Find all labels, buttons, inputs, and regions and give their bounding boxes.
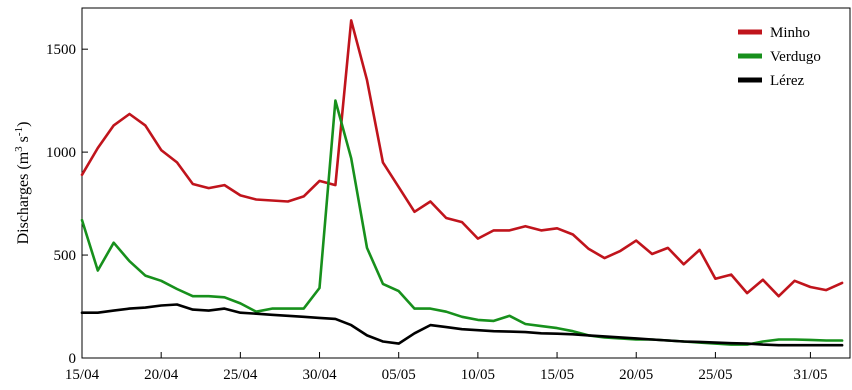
x-tick-label: 20/05 bbox=[619, 367, 653, 383]
x-axis: 15/04 20/04 25/04 30/04 05/05 10/05 15/05 20/05… bbox=[65, 352, 827, 383]
series-line-minho bbox=[80, 19, 844, 298]
x-tick-label: 31/05 bbox=[793, 367, 827, 383]
x-tick-label: 15/04 bbox=[65, 367, 100, 383]
legend-label: Lérez bbox=[770, 73, 804, 89]
y-axis: 0 500 1000 1500 bbox=[46, 42, 88, 367]
y-tick-label: 0 bbox=[69, 351, 77, 367]
x-tick-label: 15/05 bbox=[540, 367, 574, 383]
x-tick-label: 25/05 bbox=[698, 367, 732, 383]
legend-label: Verdugo bbox=[770, 49, 821, 65]
x-tick-label: 05/05 bbox=[382, 367, 416, 383]
legend: Minho Verdugo Lérez bbox=[738, 25, 821, 89]
series-layer bbox=[80, 19, 844, 347]
series-line-l-rez bbox=[80, 303, 844, 347]
x-tick-label: 25/04 bbox=[223, 367, 258, 383]
x-tick-label: 10/05 bbox=[461, 367, 495, 383]
x-tick-label: 30/04 bbox=[302, 367, 337, 383]
y-tick-label: 500 bbox=[54, 248, 77, 264]
plot-frame bbox=[81, 7, 851, 359]
y-axis-title: Discharges (m3 s-1) bbox=[13, 122, 32, 245]
x-tick-label: 20/04 bbox=[144, 367, 179, 383]
legend-label: Minho bbox=[770, 25, 810, 41]
y-tick-label: 1500 bbox=[46, 42, 76, 58]
y-tick-label: 1000 bbox=[46, 145, 76, 161]
